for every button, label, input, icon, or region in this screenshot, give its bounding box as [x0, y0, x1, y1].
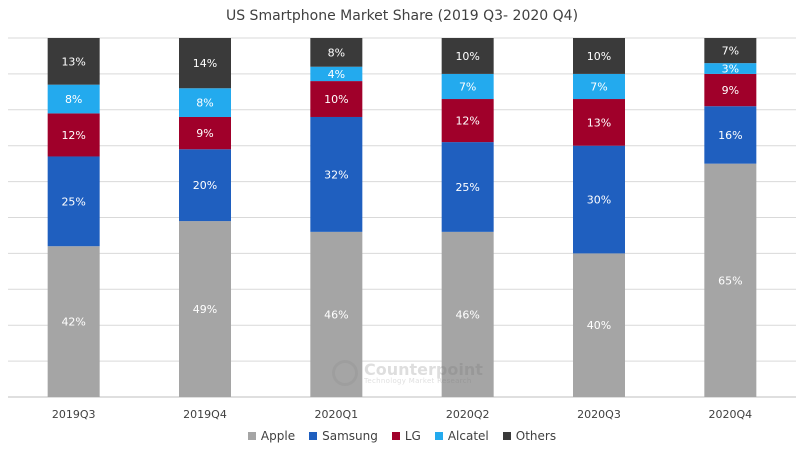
legend-item-lg: LG [391, 429, 421, 443]
data-label-samsung-2020q4: 16% [718, 129, 742, 142]
bar-lg-2020q3 [573, 99, 625, 146]
data-label-apple-2019q3: 42% [61, 316, 85, 329]
legend-item-apple: Apple [247, 429, 296, 443]
data-label-lg-2020q3: 13% [587, 116, 611, 129]
data-label-alcatel-2020q3: 7% [590, 80, 607, 93]
bar-others-2020q4 [704, 38, 757, 64]
legend-label: Alcatel [447, 429, 489, 443]
legend-swatch [309, 432, 318, 440]
bar-alcatel-2019q4 [179, 88, 231, 117]
bar-others-2020q1 [310, 38, 363, 67]
bar-apple-2020q4 [704, 163, 757, 397]
bar-apple-2019q3 [47, 246, 100, 397]
bar-lg-2019q3 [47, 113, 100, 157]
data-label-lg-2019q4: 9% [196, 127, 213, 140]
data-label-others-2020q4: 7% [722, 45, 739, 58]
data-label-samsung-2020q1: 32% [324, 168, 348, 181]
legend-item-others: Others [502, 429, 557, 443]
data-label-others-2019q4: 14% [193, 57, 217, 70]
data-label-lg-2020q2: 12% [455, 115, 479, 128]
data-label-apple-2020q2: 46% [455, 308, 479, 321]
data-label-alcatel-2019q4: 8% [196, 97, 213, 110]
watermark-tagline: Technology Market Research [364, 376, 472, 385]
bar-others-2020q2 [441, 38, 494, 74]
bar-samsung-2020q2 [441, 142, 494, 232]
data-label-samsung-2020q2: 25% [455, 181, 479, 194]
watermark-name: Counterpoint [364, 359, 483, 379]
bar-lg-2019q4 [179, 116, 231, 150]
data-label-alcatel-2019q3: 8% [65, 93, 82, 106]
data-label-others-2020q3: 10% [587, 50, 611, 63]
bar-others-2019q3 [47, 38, 100, 85]
counterpoint-logo-icon [332, 360, 358, 386]
bar-lg-2020q2 [441, 99, 494, 143]
data-label-lg-2020q4: 9% [722, 84, 739, 97]
bar-alcatel-2019q3 [47, 84, 100, 114]
data-label-samsung-2019q3: 25% [61, 195, 85, 208]
bar-alcatel-2020q4 [704, 63, 757, 74]
bar-lg-2020q1 [310, 81, 363, 117]
legend-item-alcatel: Alcatel [434, 429, 489, 443]
bar-lg-2020q4 [704, 73, 757, 107]
bar-alcatel-2020q2 [441, 73, 494, 100]
legend-label: LG [404, 429, 421, 443]
data-label-apple-2020q1: 46% [324, 308, 348, 321]
x-tick-label: 2020Q2 [446, 408, 490, 421]
data-label-lg-2019q3: 12% [61, 129, 85, 142]
data-label-apple-2020q4: 65% [718, 274, 742, 287]
data-label-samsung-2019q4: 20% [193, 179, 217, 192]
x-tick-label: 2020Q4 [709, 408, 753, 421]
x-tick-label: 2019Q4 [183, 408, 227, 421]
legend: Apple Samsung LG Alcatel Others [0, 429, 804, 443]
legend-label: Samsung [322, 429, 378, 443]
bar-apple-2020q3 [573, 253, 625, 397]
legend-swatch [247, 432, 256, 440]
bar-others-2019q4 [179, 38, 231, 89]
bar-alcatel-2020q3 [573, 73, 625, 100]
bar-apple-2019q4 [179, 221, 231, 397]
data-label-others-2019q3: 13% [61, 55, 85, 68]
bar-others-2020q3 [573, 38, 625, 74]
bar-apple-2020q2 [441, 231, 494, 397]
data-label-others-2020q1: 8% [328, 46, 345, 59]
data-label-lg-2020q1: 10% [324, 93, 348, 106]
data-label-alcatel-2020q2: 7% [459, 80, 476, 93]
data-label-others-2020q2: 10% [455, 50, 479, 63]
bar-alcatel-2020q1 [310, 66, 363, 82]
legend-swatch [391, 432, 400, 440]
bar-samsung-2019q3 [47, 156, 100, 247]
data-label-alcatel-2020q4: 3% [722, 63, 739, 76]
bar-samsung-2019q4 [179, 149, 231, 222]
x-tick-label: 2019Q3 [52, 408, 96, 421]
x-tick-label: 2020Q3 [577, 408, 621, 421]
data-label-apple-2020q3: 40% [587, 319, 611, 332]
legend-swatch [502, 432, 511, 440]
legend-label: Others [515, 429, 557, 443]
data-label-alcatel-2020q1: 4% [328, 68, 345, 81]
data-label-apple-2019q4: 49% [193, 303, 217, 316]
x-tick-label: 2020Q1 [315, 408, 359, 421]
bar-samsung-2020q3 [573, 145, 625, 254]
bar-samsung-2020q4 [704, 106, 757, 164]
legend-item-samsung: Samsung [309, 429, 378, 443]
data-label-samsung-2020q3: 30% [587, 194, 611, 207]
legend-label: Apple [260, 429, 296, 443]
bar-samsung-2020q1 [310, 116, 363, 232]
chart-title: US Smartphone Market Share (2019 Q3- 202… [225, 8, 579, 24]
legend-swatch [434, 432, 443, 440]
counterpoint-watermark: Counterpoint Technology Market Research [332, 360, 483, 386]
